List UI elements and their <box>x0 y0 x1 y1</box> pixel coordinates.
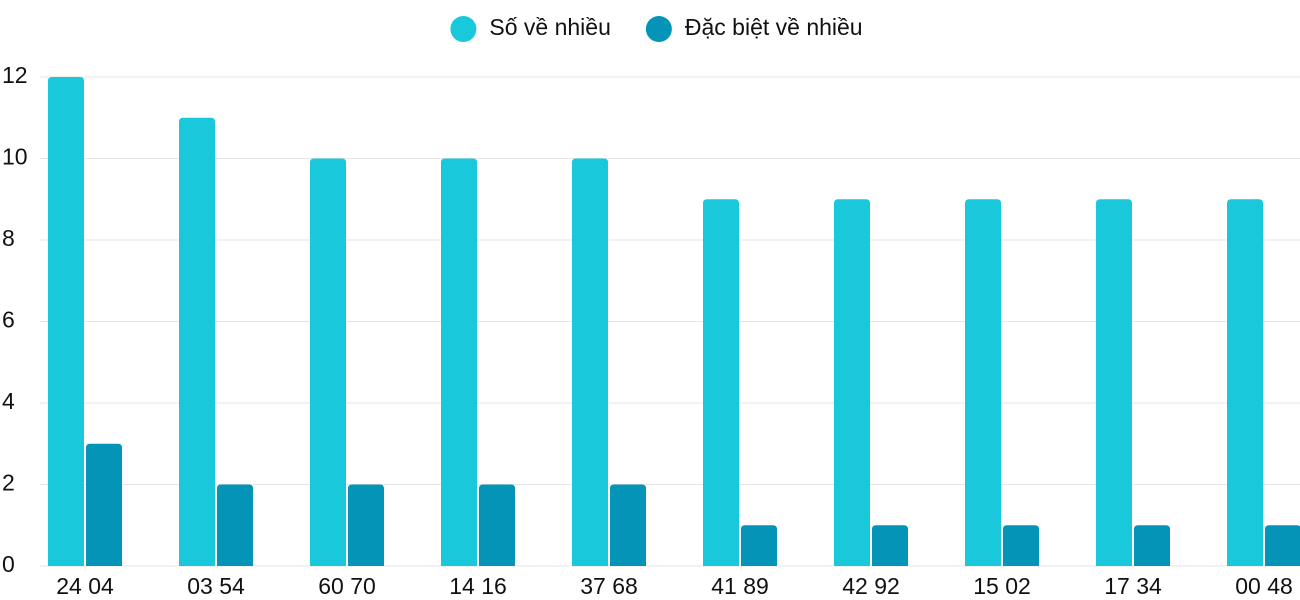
x-tick-label: 41 89 <box>711 573 769 599</box>
x-tick-label: 42 92 <box>842 573 900 599</box>
bar <box>610 484 646 566</box>
y-tick-label: 12 <box>2 62 28 88</box>
bar <box>86 443 122 566</box>
bar <box>572 158 608 566</box>
legend-label: Đặc biệt về nhiều <box>685 14 863 40</box>
bar <box>703 199 739 566</box>
legend-swatch <box>645 16 672 42</box>
legend-item: Đặc biệt về nhiều <box>645 14 863 42</box>
bar <box>1134 525 1170 566</box>
y-tick-label: 6 <box>2 307 15 333</box>
bar <box>310 158 346 566</box>
legend-item: Số về nhiều <box>450 14 611 42</box>
y-tick-label: 8 <box>2 225 15 251</box>
bar <box>872 525 908 566</box>
x-tick-label: 15 02 <box>973 573 1031 599</box>
bar <box>48 77 84 566</box>
x-tick-label: 37 68 <box>580 573 638 599</box>
bar <box>1265 525 1300 566</box>
bar <box>348 484 384 566</box>
legend-label: Số về nhiều <box>489 14 610 40</box>
x-tick-label: 60 70 <box>318 573 376 599</box>
bar <box>1227 199 1263 566</box>
bar <box>1096 199 1132 566</box>
legend-swatch <box>450 16 477 42</box>
bar <box>741 525 777 566</box>
bar <box>479 484 515 566</box>
x-tick-label: 17 34 <box>1104 573 1162 599</box>
y-tick-label: 10 <box>2 144 28 170</box>
y-tick-label: 4 <box>2 388 15 414</box>
bar <box>834 199 870 566</box>
x-tick-label: 03 54 <box>187 573 245 599</box>
bar <box>1003 525 1039 566</box>
bar <box>179 117 215 566</box>
bar <box>441 158 477 566</box>
x-tick-label: 14 16 <box>449 573 507 599</box>
bar <box>965 199 1001 566</box>
x-tick-label: 00 48 <box>1235 573 1293 599</box>
bar <box>217 484 253 566</box>
y-tick-label: 2 <box>2 470 15 496</box>
y-tick-label: 0 <box>2 551 15 577</box>
x-tick-label: 24 04 <box>56 573 114 599</box>
